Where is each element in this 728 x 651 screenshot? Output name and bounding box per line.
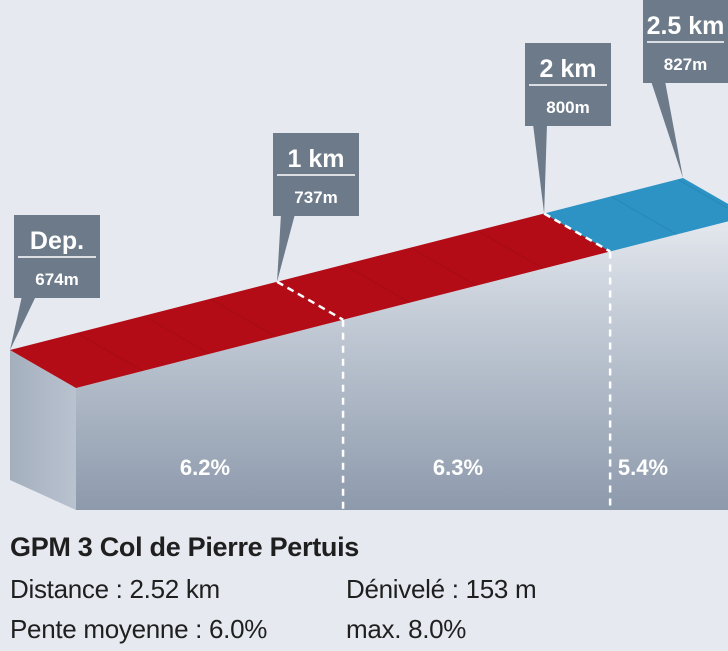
profile-side-wall [10,350,76,510]
profile-ribbon-line [343,264,411,304]
profile-ribbon-line [143,315,210,355]
marker-callout-1: Dep. 674m [10,215,100,350]
average-gradient-stat: Pente moyenne : 6.0% [10,614,268,644]
marker-pointer [533,124,547,214]
marker-callout-4: 2.5 km 827m [643,0,728,178]
marker-pointer [277,214,295,282]
profile-ribbon-line [210,298,277,338]
marker-pointer [651,81,683,178]
profile-segment-1 [10,281,344,388]
km-divider-top-1 [276,280,344,321]
climb-title: GPM 3 Col de Pierre Pertuis [10,532,360,562]
gradient-label-1: 6.2% [180,455,230,480]
marker-callout-3: 2 km 800m [525,43,611,214]
marker-distance-label: 1 km [288,145,345,173]
profile-segment-2 [277,213,611,320]
profile-ribbon-line [76,332,144,372]
gradient-label-2: 6.3% [433,455,483,480]
profile-front-wall [76,221,728,510]
profile-ribbon-line [410,247,477,287]
stats-row-1: Distance : 2.52 km Dénivelé : 153 m [10,574,537,605]
marker-distance-label: 2.5 km [647,12,725,40]
profile-ribbon-line [677,178,728,209]
elevation-gain-stat: Dénivelé : 153 m [346,574,537,604]
max-gradient-stat: max. 8.0% [346,614,467,644]
gradient-label-3: 5.4% [618,455,668,480]
marker-elevation-label: 737m [294,188,337,207]
marker-elevation-label: 800m [546,98,589,117]
marker-pointer [10,296,36,350]
distance-stat: Distance : 2.52 km [10,574,220,604]
marker-distance-label: Dep. [30,227,84,255]
profile-segment-3 [544,178,728,252]
km-divider-top-2 [543,212,611,253]
marker-elevation-label: 827m [664,55,707,74]
marker-callout-2: 1 km 737m [273,133,359,282]
profile-ribbon-line [477,230,544,269]
stats-row-2: Pente moyenne : 6.0% max. 8.0% [10,614,466,645]
profile-ribbon-line [610,195,678,235]
marker-distance-label: 2 km [540,55,597,83]
climb-profile-chart: 6.2% 6.3% 5.4% Dep. 674m 1 km 737m 2 km 800m 2.5… [10,0,728,510]
marker-elevation-label: 674m [35,270,78,289]
